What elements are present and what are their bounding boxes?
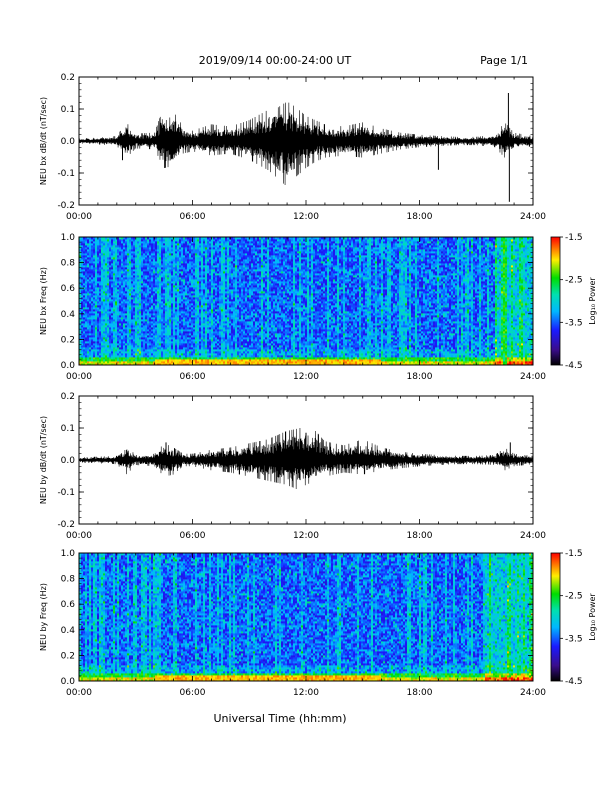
y-tick-label: 0.1: [61, 105, 75, 115]
spectrogram-cells: [79, 237, 533, 365]
y-tick-label: -0.2: [57, 201, 75, 211]
panel-bx-waveform: 00:00 06:00 12:00 18:00 24:00 -0.2 -0.1 0.0 0.1 0…: [39, 73, 546, 222]
header-date-range: 2019/09/14 00:00-24:00 UT: [199, 54, 352, 67]
y-tick-label: 0.2: [61, 73, 75, 83]
panel-bx-spectrogram: 00:00 06:00 12:00 18:00 24:000.00.20.40.60.8…: [39, 233, 597, 382]
x-tick-label: 06:00: [180, 212, 206, 222]
y-tick-label: -0.1: [57, 169, 75, 179]
x-tick-label: 12:00: [293, 212, 319, 222]
x-tick-label: 00:00: [66, 212, 92, 222]
waveform-trace: [79, 103, 533, 185]
x-tick-label: 18:00: [407, 212, 433, 222]
y-tick-label: 0.0: [61, 137, 76, 147]
y-axis-label: NEU bx dB/dt (nT/sec): [39, 97, 48, 185]
x-tick-label: 24:00: [520, 212, 546, 222]
header-page: Page 1/1: [480, 54, 528, 67]
